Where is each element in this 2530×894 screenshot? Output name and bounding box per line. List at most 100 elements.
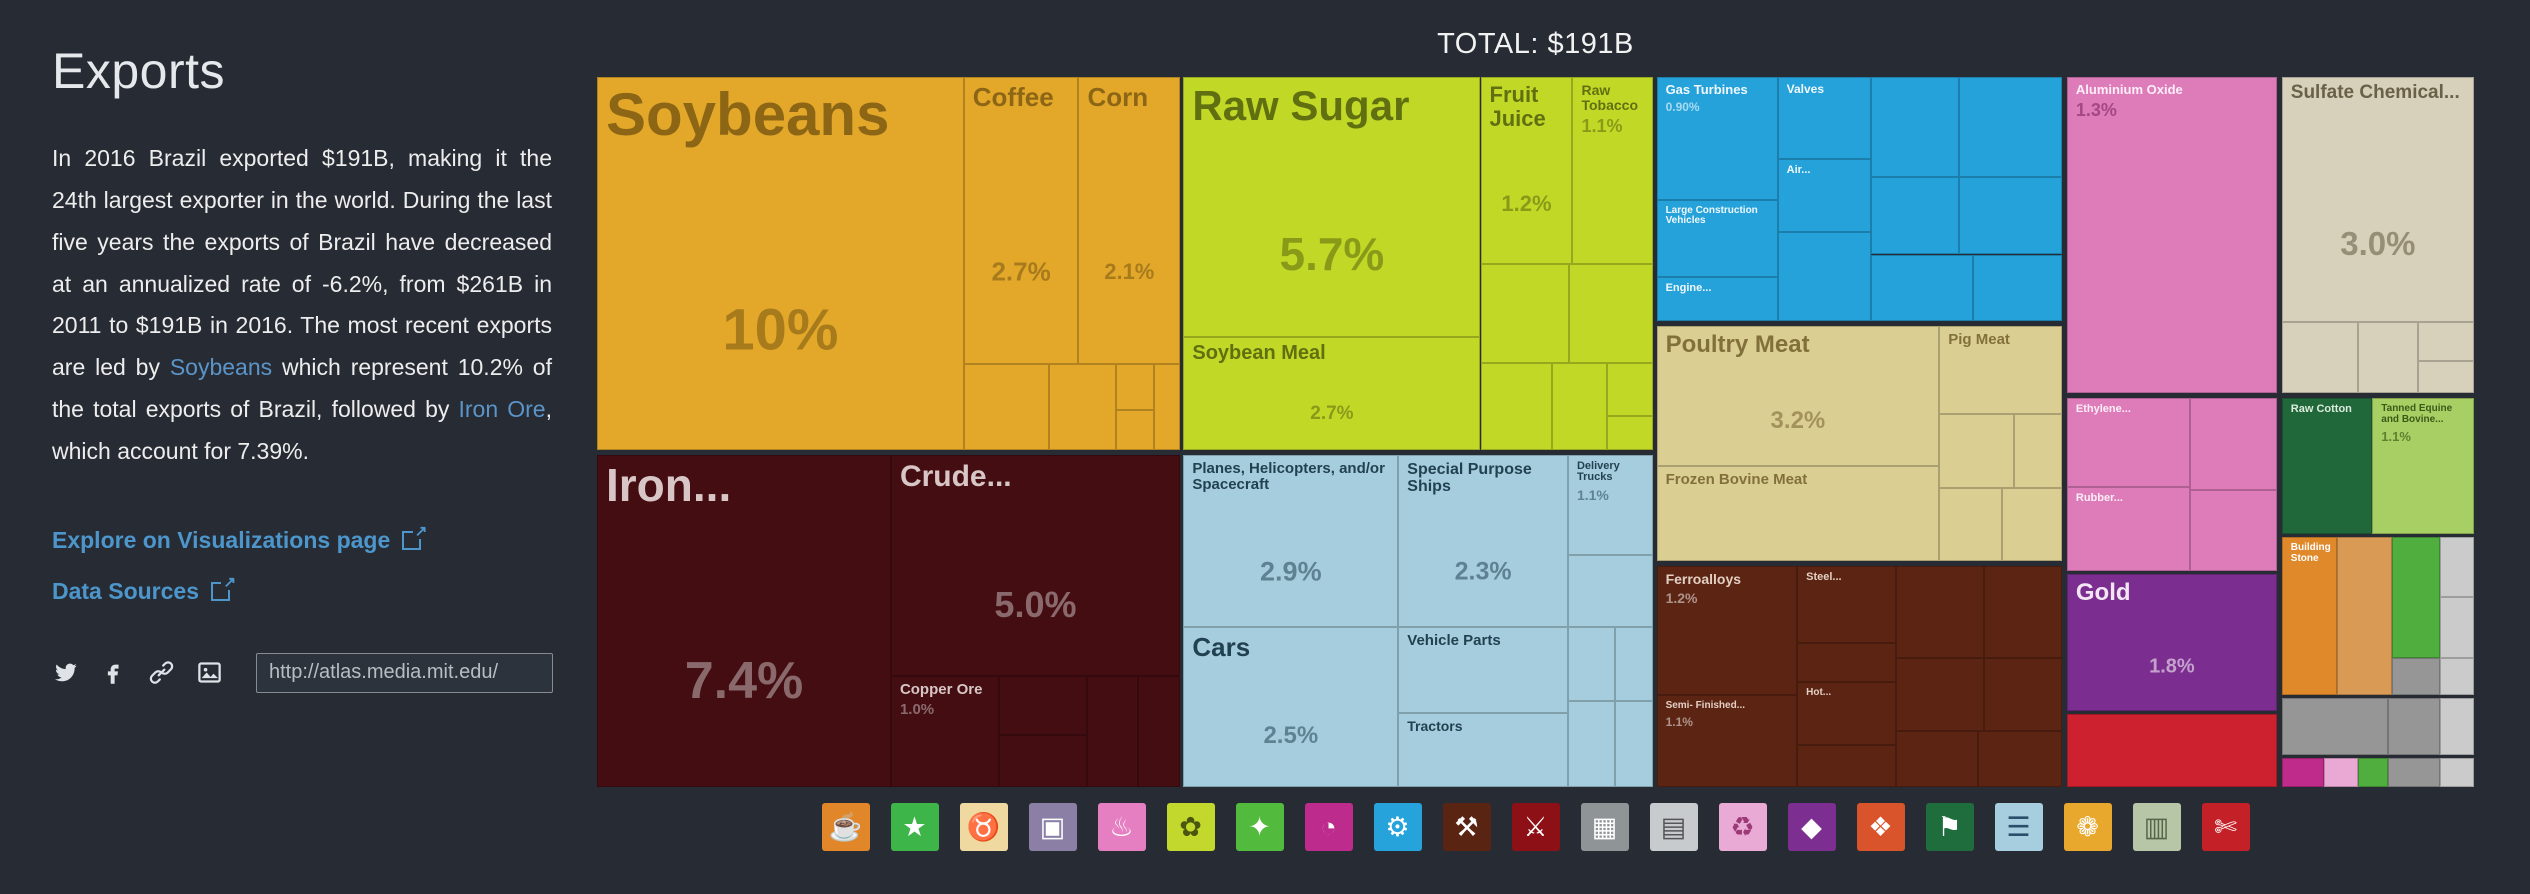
treemap-cell[interactable] [1606, 362, 1654, 416]
treemap-cell-steel[interactable]: Steel... [1797, 565, 1896, 644]
treemap-cell[interactable] [2440, 536, 2474, 598]
treemap-cell[interactable] [1086, 675, 1139, 787]
treemap-cell[interactable] [1958, 77, 2063, 178]
treemap-cell[interactable] [2357, 757, 2389, 787]
paper-goods-category-icon[interactable]: ▤ [1649, 803, 1698, 851]
treemap-cell-fruit-juice[interactable]: Fruit Juice 1.2% [1480, 77, 1573, 265]
treemap-cell[interactable] [1973, 254, 2063, 321]
transportation-category-icon[interactable]: ☰ [1994, 803, 2043, 851]
instruments-category-icon[interactable]: ◔ [1304, 803, 1353, 851]
treemap-cell[interactable] [1895, 657, 1985, 731]
treemap-cell-iron-ore[interactable]: Iron... 7.4% [597, 454, 891, 787]
treemap-cell[interactable] [2323, 757, 2358, 787]
treemap-cell[interactable] [2388, 698, 2441, 755]
treemap-cell-frozen-bovine-meat[interactable]: Frozen Bovine Meat [1656, 465, 1940, 562]
treemap-cell-building-stone[interactable]: Building Stone [2281, 536, 2337, 696]
treemap-cell[interactable] [1049, 364, 1116, 450]
treemap-cell-crude-petroleum[interactable]: Crude... 5.0% [890, 454, 1180, 676]
share-url-input[interactable] [256, 652, 553, 693]
treemap-cell-tractors[interactable]: Tractors [1398, 712, 1568, 787]
treemap-cell-air[interactable]: Air... [1777, 159, 1872, 232]
inline-link[interactable]: Iron Ore [458, 396, 546, 423]
treemap-cell-hot[interactable]: Hot... [1797, 682, 1896, 746]
treemap-cell[interactable] [2281, 322, 2358, 394]
treemap-cell-tanned-equine-and-bovine[interactable]: Tanned Equine and Bovine... 1.1% [2372, 398, 2474, 534]
treemap-cell-soybean-meal[interactable]: Soybean Meal 2.7% [1183, 336, 1481, 450]
treemap-cell-engine[interactable]: Engine... [1656, 277, 1778, 321]
treemap-cell[interactable] [2066, 714, 2277, 787]
machines-category-icon[interactable]: ⚙ [1373, 803, 1422, 851]
treemap-cell[interactable] [2189, 398, 2277, 491]
treemap-cell[interactable] [2391, 657, 2441, 696]
treemap-cell[interactable] [1567, 701, 1615, 787]
link-icon[interactable] [148, 659, 175, 686]
treemap-cell[interactable] [1138, 675, 1180, 787]
treemap-cell[interactable] [1797, 745, 1896, 787]
treemap-cell[interactable] [2440, 698, 2474, 755]
treemap-cell-poultry-meat[interactable]: Poultry Meat 3.2% [1656, 325, 1940, 466]
treemap-cell-rubber[interactable]: Rubber... [2066, 486, 2190, 571]
image-icon[interactable] [196, 659, 223, 686]
treemap-cell[interactable] [2002, 488, 2063, 562]
treemap-cell[interactable] [2281, 698, 2389, 755]
treemap-cell[interactable] [1895, 730, 1978, 787]
treemap-cell[interactable] [1871, 77, 1959, 178]
treemap-cell[interactable] [1480, 362, 1552, 450]
treemap-cell[interactable] [1480, 264, 1570, 363]
treemap-cell[interactable] [2013, 414, 2063, 489]
treemap-cell[interactable] [2417, 322, 2474, 362]
miscellaneous-category-icon[interactable]: ▦ [1580, 803, 1629, 851]
treemap-cell[interactable] [2417, 361, 2474, 394]
foodstuffs-category-icon[interactable]: ☕ [821, 803, 870, 851]
metals-category-icon[interactable]: ⚒ [1442, 803, 1491, 851]
treemap-cell[interactable] [999, 675, 1087, 736]
chemicals-category-icon[interactable]: ♨ [1097, 803, 1146, 851]
cereals-category-icon[interactable]: ✿ [1166, 803, 1215, 851]
treemap-cell[interactable] [1551, 362, 1607, 450]
wood-products-category-icon[interactable]: ▥ [2132, 803, 2181, 851]
treemap-cell[interactable] [963, 364, 1050, 450]
treemap-cell[interactable] [1777, 231, 1872, 321]
data-sources-link[interactable]: Data Sources ↗ [52, 574, 553, 605]
treemap-cell[interactable] [2336, 536, 2392, 696]
treemap-cell[interactable] [1958, 177, 2063, 255]
weapons-category-icon[interactable]: ✄ [2201, 803, 2250, 851]
treemap-cell-semi-finished[interactable]: Semi- Finished... 1.1% [1656, 695, 1798, 787]
treemap-cell-gas-turbines[interactable]: Gas Turbines 0.90% [1656, 77, 1778, 200]
treemap-cell[interactable] [1984, 657, 2063, 731]
treemap-cell[interactable] [1569, 264, 1654, 363]
treemap-cell[interactable] [1154, 364, 1181, 450]
treemap-cell-pig-meat[interactable]: Pig Meat [1939, 325, 2063, 415]
inline-link[interactable]: Soybeans [169, 354, 273, 381]
plastics-rubbers-category-icon[interactable]: ♻ [1718, 803, 1767, 851]
treemap-cell[interactable] [1871, 177, 1959, 255]
explore-visualizations-link[interactable]: Explore on Visualizations page ↗ [52, 523, 553, 554]
treemap-cell-special-purpose-ships[interactable]: Special Purpose Ships 2.3% [1398, 454, 1568, 628]
treemap-cell[interactable] [2388, 757, 2441, 787]
treemap-cell[interactable] [2440, 597, 2474, 658]
treemap-cell[interactable] [1939, 488, 2003, 562]
precious-metals-category-icon[interactable]: ◆ [1787, 803, 1836, 851]
treemap-cell-copper-ore[interactable]: Copper Ore 1.0% [890, 675, 1000, 787]
treemap-cell[interactable] [2440, 757, 2474, 787]
treemap-cell-sulfate-chemical[interactable]: Sulfate Chemical... 3.0% [2281, 77, 2474, 323]
treemap-cell[interactable] [1115, 410, 1155, 450]
treemap-cell[interactable] [2440, 657, 2474, 696]
treemap-cell[interactable] [2391, 536, 2441, 658]
treemap-cell[interactable] [1984, 565, 2063, 658]
treemap-cell-large-construction-vehicles[interactable]: Large Construction Vehicles [1656, 199, 1778, 278]
treemap-cell[interactable] [1895, 565, 1985, 658]
treemap-cell[interactable] [1977, 730, 2063, 787]
treemap-cell[interactable] [2281, 757, 2324, 787]
arts-category-icon[interactable]: ▣ [1028, 803, 1077, 851]
treemap-cell[interactable] [2357, 322, 2418, 394]
treemap-cell-corn[interactable]: Corn 2.1% [1078, 77, 1181, 365]
treemap-cell[interactable] [1115, 364, 1155, 411]
treemap-cell-valves[interactable]: Valves [1777, 77, 1872, 160]
treemap-cell[interactable] [2189, 490, 2277, 571]
treemap-cell-raw-tobacco[interactable]: Raw Tobacco 1.1% [1572, 77, 1654, 265]
treemap-cell-planes-helicopters-spacecraft[interactable]: Planes, Helicopters, and/or Spacecraft 2.… [1183, 454, 1399, 628]
treemap-cell-soybeans[interactable]: Soybeans 10% [597, 77, 964, 450]
twitter-icon[interactable] [52, 659, 79, 686]
treemap-cell-cars[interactable]: Cars 2.5% [1183, 627, 1399, 787]
